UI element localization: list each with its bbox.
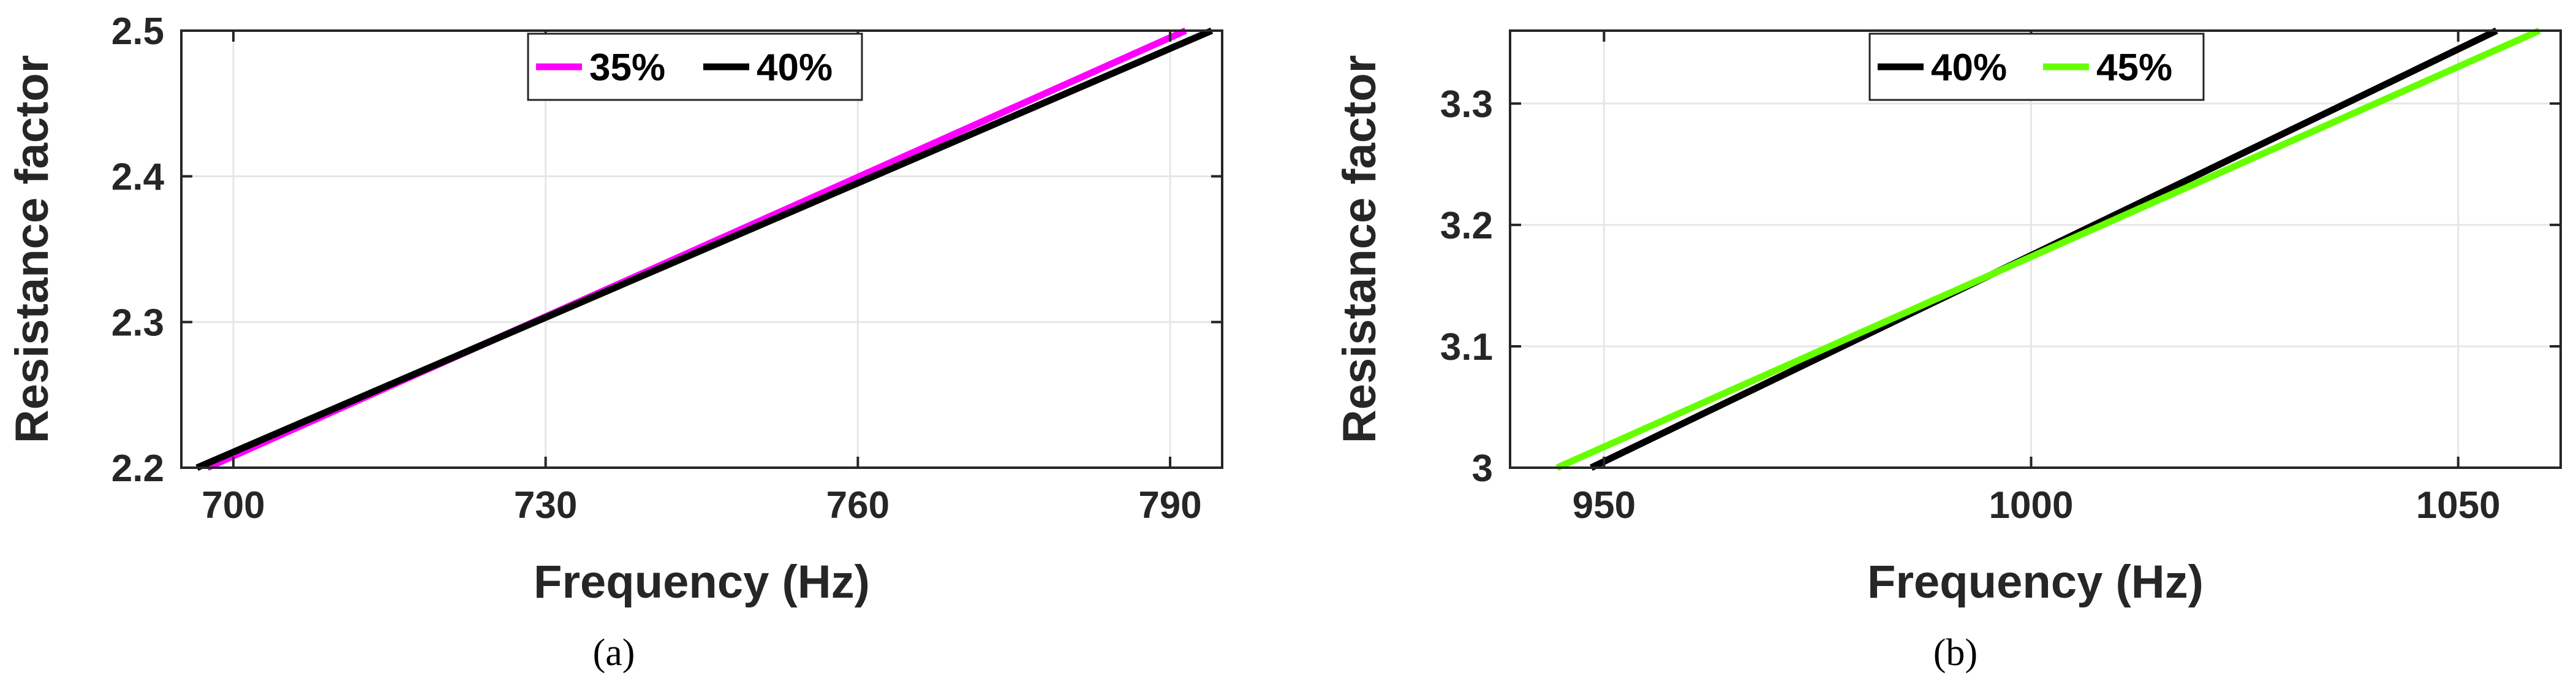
chart-b: 950 1000 1050 3 3.1 3.2 3.3 Frequency (Hz) Resis… xyxy=(1334,27,2562,674)
legend-box xyxy=(1868,32,2205,101)
panel-label: (b) xyxy=(1933,632,1977,674)
y-tick-label: 3.1 xyxy=(1440,326,1493,368)
series-line-40pct xyxy=(195,27,1214,471)
legend: 35% 40% xyxy=(527,32,863,101)
x-axis-label: Frequency (Hz) xyxy=(534,556,870,608)
legend-label: 40% xyxy=(1931,47,2007,89)
y-tick-label: 3.2 xyxy=(1440,205,1493,247)
y-tick-label: 2.4 xyxy=(111,156,165,199)
x-axis-label: Frequency (Hz) xyxy=(1867,556,2204,608)
x-tick-label: 1000 xyxy=(1989,484,2074,527)
x-tick-label: 1050 xyxy=(2416,484,2501,527)
x-tick-label: 760 xyxy=(826,484,890,527)
y-tick-label: 2.3 xyxy=(111,302,164,344)
legend-label: 40% xyxy=(757,47,833,89)
x-tick-label: 790 xyxy=(1138,484,1201,527)
x-tick-label: 950 xyxy=(1573,484,1636,527)
series-line-45pct xyxy=(1555,27,2541,471)
chart-a: 700 730 760 790 2.2 2.3 2.4 2.5 Frequency (Hz) Re… xyxy=(6,10,1223,674)
plot-frame xyxy=(180,29,1223,469)
y-axis-label: Resistance factor xyxy=(1334,55,1386,444)
plot-frame xyxy=(1509,29,2562,469)
legend-box xyxy=(527,32,863,101)
y-axis-label: Resistance factor xyxy=(6,55,58,444)
panel-label: (a) xyxy=(593,632,635,674)
legend-label: 45% xyxy=(2096,47,2172,89)
legend: 40% 45% xyxy=(1868,32,2205,101)
legend-label: 35% xyxy=(589,47,665,89)
y-tick-label: 2.5 xyxy=(111,10,164,53)
y-tick-label: 3 xyxy=(1472,447,1493,490)
y-tick-label: 3.3 xyxy=(1440,83,1493,126)
x-tick-label: 700 xyxy=(202,484,265,527)
x-tick-label: 730 xyxy=(514,484,577,527)
y-tick-label: 2.2 xyxy=(111,447,164,490)
